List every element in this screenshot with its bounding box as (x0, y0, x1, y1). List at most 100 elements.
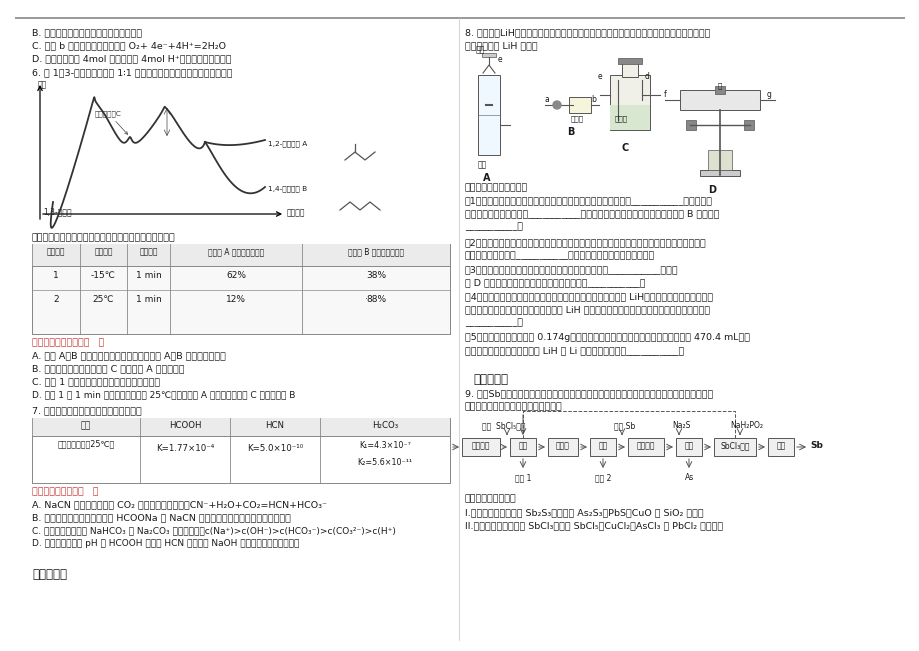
Text: 换算成标准状况），则产品中 LiH 与 Li 的物质的量之比为___________。: 换算成标准状况），则产品中 LiH 与 Li 的物质的量之比为_________… (464, 346, 684, 355)
Text: A: A (482, 173, 490, 183)
Text: 下列装置制备 LiH 固体。: 下列装置制备 LiH 固体。 (464, 41, 537, 50)
Text: 盐酸: 盐酸 (475, 45, 484, 54)
Text: A. 产物 A、B 互为同分异构体，由中间体生成 A、B 的反应互相竞争: A. 产物 A、B 互为同分异构体，由中间体生成 A、B 的反应互相竞争 (32, 351, 226, 360)
Bar (618, 58, 641, 64)
Text: 1: 1 (53, 271, 59, 280)
Text: B. 等体积、等物质的量浓度的 HCOONa 和 NaCN 溶液中所含阴离子总数前者大于后者: B. 等体积、等物质的量浓度的 HCOONa 和 NaCN 溶液中所含阴离子总数… (32, 513, 290, 522)
Text: 反应时间: 反应时间 (139, 247, 157, 256)
Bar (461, 438, 499, 456)
Text: 88%: 88% (366, 295, 386, 304)
Text: b: b (590, 95, 596, 104)
Text: II.浸出液主要含盐酸和 SbCl₃，还含 SbCl₅、CuCl₂、AsCl₃ 和 PbCl₂ 等杂质。: II.浸出液主要含盐酸和 SbCl₃，还含 SbCl₅、CuCl₂、AsCl₃ … (464, 521, 722, 530)
Text: As: As (685, 473, 694, 482)
Text: 下列分析不合理的是（   ）: 下列分析不合理的是（ ） (32, 338, 104, 347)
Text: A. NaCN 溶液中通入少量 CO₂ 发生的离子反应为：CN⁻+H₂O+CO₂=HCN+HCO₃⁻: A. NaCN 溶液中通入少量 CO₂ 发生的离子反应为：CN⁻+H₂O+CO₂… (32, 500, 326, 509)
Text: Na₂S: Na₂S (671, 421, 689, 430)
Text: 实验编号: 实验编号 (47, 247, 65, 256)
Text: ___________。: ___________。 (464, 318, 522, 327)
Text: D: D (708, 185, 715, 195)
Text: 次，该操作的目的是___________，然后快速把锂放入到石英管中。: 次，该操作的目的是___________，然后快速把锂放入到石英管中。 (464, 251, 654, 260)
Text: 浸出液: 浸出液 (555, 441, 569, 450)
Text: 辉锑矿石: 辉锑矿石 (471, 441, 490, 450)
Text: 1,2-加成产物 A: 1,2-加成产物 A (267, 140, 307, 146)
Bar (478, 75, 499, 155)
Text: 滤液 2: 滤液 2 (595, 473, 611, 482)
Bar (589, 438, 616, 456)
Bar (568, 97, 590, 113)
Text: D. 实验 1 在 1 min 后，若升高温度至 25℃，部分产物 A 会经活性中间体 C 转化成产物 B: D. 实验 1 在 1 min 后，若升高温度至 25℃，部分产物 A 会经活性… (32, 390, 295, 399)
Text: I.辉锑矿（主要成分为 Sb₂S₃，还含有 As₂S₃、PbS、CuO 和 SiO₂ 等）；: I.辉锑矿（主要成分为 Sb₂S₃，还含有 As₂S₃、PbS、CuO 和 Si… (464, 508, 703, 517)
Text: K=5.0×10⁻¹⁰: K=5.0×10⁻¹⁰ (246, 444, 302, 453)
Text: 产物中 A 的物质的量分数: 产物中 A 的物质的量分数 (208, 247, 264, 256)
Bar (714, 86, 724, 94)
Text: C: C (621, 143, 629, 153)
Text: 锌粒: 锌粒 (478, 160, 487, 169)
Text: 热 D 处的石英管之前，必须进行的实验操作是___________。: 热 D 处的石英管之前，必须进行的实验操作是___________。 (464, 278, 645, 287)
Bar (743, 120, 754, 130)
Text: e: e (497, 55, 502, 64)
Text: B. 相同条件下由活性中间体 C 生成产物 A 的速率更快: B. 相同条件下由活性中间体 C 生成产物 A 的速率更快 (32, 364, 185, 373)
Text: f: f (664, 90, 666, 99)
Text: 除砷: 除砷 (684, 441, 693, 450)
Bar (482, 53, 495, 57)
Text: a: a (544, 95, 550, 104)
Text: 碱石英: 碱石英 (571, 115, 584, 122)
Text: （2）添加药品：用镊子从试剂瓶中取出一定量金属锂（固体石蜡密封），然后在甲苯中浸泡数: （2）添加药品：用镊子从试剂瓶中取出一定量金属锂（固体石蜡密封），然后在甲苯中浸… (464, 238, 706, 247)
Text: 2: 2 (53, 295, 59, 304)
Text: 二、实验题: 二、实验题 (32, 568, 67, 581)
Text: C. 等物质的量浓度的 NaHCO₃ 和 Na₂CO₃ 混合溶液中：c(Na⁺)>c(OH⁻)>c(HCO₃⁻)>c(CO₃²⁻)>c(H⁺): C. 等物质的量浓度的 NaHCO₃ 和 Na₂CO₃ 混合溶液中：c(Na⁺)… (32, 526, 395, 535)
Bar (699, 170, 739, 176)
Text: 25℃: 25℃ (93, 295, 114, 304)
Text: K₂=5.6×10⁻¹¹: K₂=5.6×10⁻¹¹ (357, 458, 413, 467)
Text: C. 电极 b 上发生的电极反应式为 O₂+ 4e⁻+4H⁺=2H₂O: C. 电极 b 上发生的电极反应式为 O₂+ 4e⁻+4H⁺=2H₂O (32, 41, 226, 50)
Text: d: d (644, 72, 649, 81)
Bar (609, 75, 650, 130)
Text: e: e (597, 72, 602, 81)
Text: 9. 锑（Sb）广泛用于生产各种阻燃剂、陶瓷、半导体元件、医药及化工等领域。以辉锑矿为原: 9. 锑（Sb）广泛用于生产各种阻燃剂、陶瓷、半导体元件、医药及化工等领域。以辉… (464, 389, 712, 398)
Text: 产物中 B 的物质的量分数: 产物中 B 的物质的量分数 (347, 247, 403, 256)
Text: 下列叙述错误的是（   ）: 下列叙述错误的是（ ） (32, 487, 98, 496)
Text: 三、综合题: 三、综合题 (472, 373, 507, 386)
Text: Sb: Sb (809, 441, 822, 450)
Bar (708, 150, 732, 170)
Text: 1 min: 1 min (135, 271, 161, 280)
Bar (32, 418, 449, 436)
Text: （4）加热一段时间后，停止加热，继续通氢气冷却，然后取出 LiH，装入氩封的瓶里，保存于: （4）加热一段时间后，停止加热，继续通氢气冷却，然后取出 LiH，装入氩封的瓶里… (464, 292, 712, 301)
Text: 反应条件: 反应条件 (94, 247, 113, 256)
Text: 不同反应条件下，经过相同时间测得生成物组成如下表：: 不同反应条件下，经过相同时间测得生成物组成如下表： (32, 233, 176, 242)
Text: 12%: 12% (226, 295, 245, 304)
Text: D. 中和等体积、等 pH 的 HCOOH 溶液和 HCN 溶液消耗 NaOH 的物质的量前者小于后者: D. 中和等体积、等 pH 的 HCOOH 溶液和 HCN 溶液消耗 NaOH … (32, 539, 299, 548)
Text: 电离平衡常数（25℃）: 电离平衡常数（25℃） (57, 439, 115, 448)
Text: 甲同学的实验方案如下：: 甲同学的实验方案如下： (464, 183, 528, 192)
Text: 活性中间体C: 活性中间体C (95, 110, 128, 134)
Text: 浓硫酸: 浓硫酸 (614, 115, 628, 122)
Text: 反应进程: 反应进程 (287, 208, 305, 217)
Text: 盐酸  SbCl₅溶液: 盐酸 SbCl₅溶液 (482, 421, 525, 430)
Text: -15℃: -15℃ (91, 271, 116, 280)
Text: 1,4-加成产物 B: 1,4-加成产物 B (267, 185, 307, 191)
Bar (609, 105, 650, 130)
Text: 62%: 62% (226, 271, 245, 280)
Text: （3）通入一段时间氢气后加热石英管，通氢气的作用是___________；在加: （3）通入一段时间氢气后加热石英管，通氢气的作用是___________；在加 (464, 265, 678, 274)
Bar (679, 90, 759, 110)
Text: H₂CO₃: H₂CO₃ (371, 421, 398, 430)
Text: 弱酸: 弱酸 (81, 421, 91, 430)
Text: 还原: 还原 (597, 441, 607, 450)
Text: 沉铜、铅: 沉铜、铅 (636, 441, 654, 450)
Text: 酸浸: 酸浸 (517, 441, 528, 450)
Bar (713, 438, 755, 456)
Text: B: B (566, 127, 573, 137)
Text: g: g (766, 90, 771, 99)
Text: 1,3-丁二烯: 1,3-丁二烯 (43, 207, 72, 216)
Text: 已知部分信息如下：: 已知部分信息如下： (464, 494, 516, 503)
Text: 料制备金属锑，其一种工艺流程如下：: 料制备金属锑，其一种工艺流程如下： (464, 402, 562, 411)
Text: 7. 已知部分弱酸的电离平衡常数如下表：: 7. 已知部分弱酸的电离平衡常数如下表： (32, 406, 142, 415)
Bar (32, 418, 449, 483)
Text: 适量 Sb: 适量 Sb (613, 421, 634, 430)
Text: ·: · (364, 295, 367, 304)
Text: HCN: HCN (266, 421, 284, 430)
Bar (548, 438, 577, 456)
Text: C. 实验 1 测定产物组成时，体系已达平衡状态: C. 实验 1 测定产物组成时，体系已达平衡状态 (32, 377, 160, 386)
Text: HCOOH: HCOOH (168, 421, 201, 430)
Text: （5）准确称量制得的产品 0.174g，在一定条件下与足量水反应后，共收集到气体 470.4 mL（已: （5）准确称量制得的产品 0.174g，在一定条件下与足量水反应后，共收集到气体… (464, 333, 749, 342)
